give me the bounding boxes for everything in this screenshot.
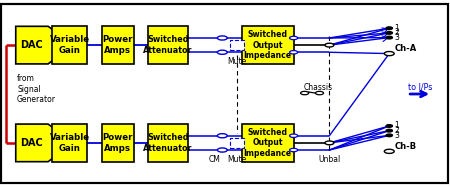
Circle shape — [386, 36, 392, 39]
Text: Power
Amps: Power Amps — [103, 133, 133, 153]
Circle shape — [301, 91, 309, 95]
Circle shape — [217, 148, 227, 152]
Polygon shape — [16, 124, 73, 162]
Text: CM: CM — [208, 155, 220, 164]
Text: Power
Amps: Power Amps — [103, 35, 133, 55]
Bar — [148, 26, 188, 64]
Circle shape — [217, 50, 227, 54]
Text: 2: 2 — [395, 126, 400, 135]
Circle shape — [384, 52, 394, 56]
Bar — [102, 26, 134, 64]
Circle shape — [325, 141, 334, 145]
Text: Switched
Attenuator: Switched Attenuator — [143, 35, 193, 55]
Circle shape — [386, 125, 392, 127]
Circle shape — [315, 91, 324, 95]
Bar — [148, 124, 188, 162]
Text: DAC: DAC — [21, 40, 43, 50]
Circle shape — [386, 129, 392, 132]
Circle shape — [386, 27, 392, 30]
Text: Mute: Mute — [228, 155, 247, 164]
Bar — [102, 124, 134, 162]
Circle shape — [290, 134, 298, 137]
Text: Switched
Attenuator: Switched Attenuator — [143, 133, 193, 153]
Text: 3: 3 — [395, 131, 400, 140]
Text: 2: 2 — [395, 28, 400, 37]
Text: Variable
Gain: Variable Gain — [50, 35, 90, 55]
Bar — [52, 124, 87, 162]
Circle shape — [384, 149, 394, 153]
Text: Variable
Gain: Variable Gain — [50, 133, 90, 153]
Bar — [242, 26, 293, 64]
Circle shape — [290, 36, 298, 40]
Circle shape — [325, 43, 334, 47]
Bar — [52, 26, 87, 64]
Text: Switched
Output
Impedance: Switched Output Impedance — [244, 128, 292, 158]
Circle shape — [217, 134, 227, 138]
Circle shape — [290, 51, 298, 54]
Bar — [230, 138, 244, 148]
Circle shape — [386, 134, 392, 137]
Text: 1: 1 — [395, 121, 400, 130]
Text: to I/Ps: to I/Ps — [408, 82, 432, 91]
Text: from
Signal
Generator: from Signal Generator — [17, 74, 56, 104]
Circle shape — [290, 148, 298, 152]
Text: Switched
Output
Impedance: Switched Output Impedance — [244, 30, 292, 60]
Text: Unbal: Unbal — [318, 155, 341, 164]
Text: 3: 3 — [395, 33, 400, 42]
Polygon shape — [16, 26, 73, 64]
Circle shape — [217, 36, 227, 40]
Text: Mute: Mute — [228, 57, 247, 66]
Text: Ch-A: Ch-A — [395, 44, 417, 53]
Text: Chassis: Chassis — [303, 83, 333, 92]
Circle shape — [386, 32, 392, 34]
Text: 1: 1 — [395, 24, 400, 33]
Bar — [242, 124, 293, 162]
Text: Ch-B: Ch-B — [395, 142, 417, 151]
Text: DAC: DAC — [21, 138, 43, 148]
Bar — [230, 40, 244, 50]
